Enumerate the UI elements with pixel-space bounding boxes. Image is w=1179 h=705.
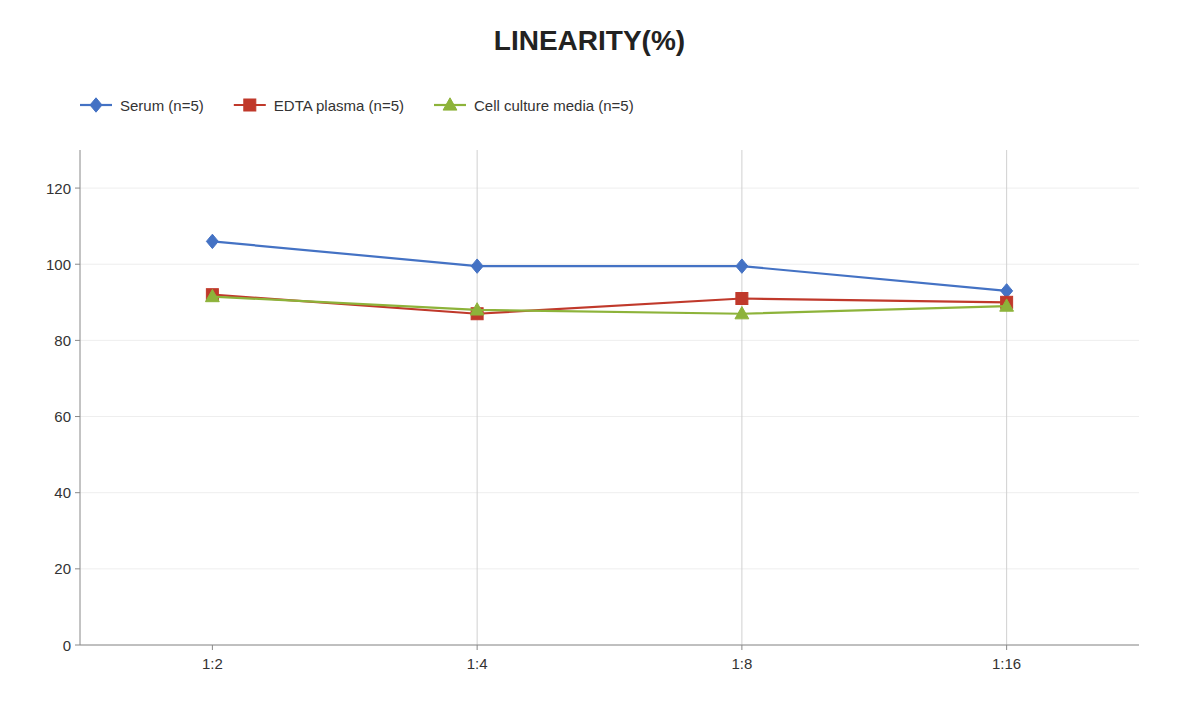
- grid: [80, 150, 1139, 645]
- chart: LINEARITY(%) 0 20 40 60 80 100 120 1:2 1:4 1:8 1:16…: [0, 0, 1179, 705]
- y-tick-label: 100: [46, 256, 71, 273]
- series-line: [212, 297, 1006, 314]
- x-tick: [1006, 645, 1007, 650]
- legend-label: Serum (n=5): [120, 97, 204, 114]
- y-tick: [75, 188, 80, 189]
- x-grid-line: [741, 150, 742, 645]
- series-line: [212, 295, 1006, 314]
- legend-label: EDTA plasma (n=5): [274, 97, 404, 114]
- data-point: [736, 259, 748, 273]
- background: [0, 0, 1179, 705]
- y-tick: [75, 492, 80, 493]
- legend-marker: [244, 99, 256, 111]
- x-grid-line: [1006, 150, 1007, 645]
- x-tick-label: 1:4: [467, 655, 488, 672]
- y-grid-line: [80, 340, 1139, 341]
- x-tick-label: 1:16: [992, 655, 1021, 672]
- x-tick: [212, 645, 213, 650]
- y-grid-line: [80, 416, 1139, 417]
- y-grid-line: [80, 492, 1139, 493]
- y-tick: [75, 568, 80, 569]
- legend-marker: [443, 98, 457, 110]
- x-tick-label: 1:8: [731, 655, 752, 672]
- legend-item: EDTA plasma (n=5): [234, 97, 404, 114]
- data-point: [736, 293, 748, 305]
- legend-item: Serum (n=5): [80, 97, 204, 114]
- legend-item: Cell culture media (n=5): [434, 97, 634, 114]
- x-tick: [741, 645, 742, 650]
- data-point: [470, 303, 484, 315]
- y-tick-label: 0: [63, 637, 71, 654]
- plot-area: [205, 234, 1013, 320]
- y-grid-line: [80, 264, 1139, 265]
- axes: 0 20 40 60 80 100 120 1:2 1:4 1:8 1:16: [46, 150, 1139, 672]
- y-tick-label: 40: [54, 484, 71, 501]
- series: [206, 289, 1012, 320]
- x-axis-line: [80, 645, 1139, 646]
- y-grid-line: [80, 645, 1139, 646]
- y-tick-label: 20: [54, 560, 71, 577]
- y-tick-label: 120: [46, 180, 71, 197]
- series: [206, 234, 1012, 298]
- legend: Serum (n=5) EDTA plasma (n=5) Cell culture…: [80, 97, 634, 114]
- legend-marker: [90, 98, 102, 112]
- y-tick-label: 60: [54, 408, 71, 425]
- x-tick: [477, 645, 478, 650]
- series: [205, 289, 1013, 318]
- data-point: [205, 289, 219, 301]
- y-axis-line: [80, 150, 81, 645]
- y-grid-line: [80, 568, 1139, 569]
- y-tick: [75, 340, 80, 341]
- data-point: [206, 234, 218, 248]
- data-point: [735, 307, 749, 319]
- y-tick: [75, 264, 80, 265]
- legend-label: Cell culture media (n=5): [474, 97, 634, 114]
- y-grid-line: [80, 188, 1139, 189]
- data-point: [1000, 299, 1014, 311]
- x-grid-line: [477, 150, 478, 645]
- x-tick-label: 1:2: [202, 655, 223, 672]
- y-tick-label: 80: [54, 332, 71, 349]
- data-point: [471, 259, 483, 273]
- series-line: [212, 241, 1006, 291]
- y-tick: [75, 416, 80, 417]
- y-tick: [75, 645, 80, 646]
- title: LINEARITY(%): [494, 25, 685, 56]
